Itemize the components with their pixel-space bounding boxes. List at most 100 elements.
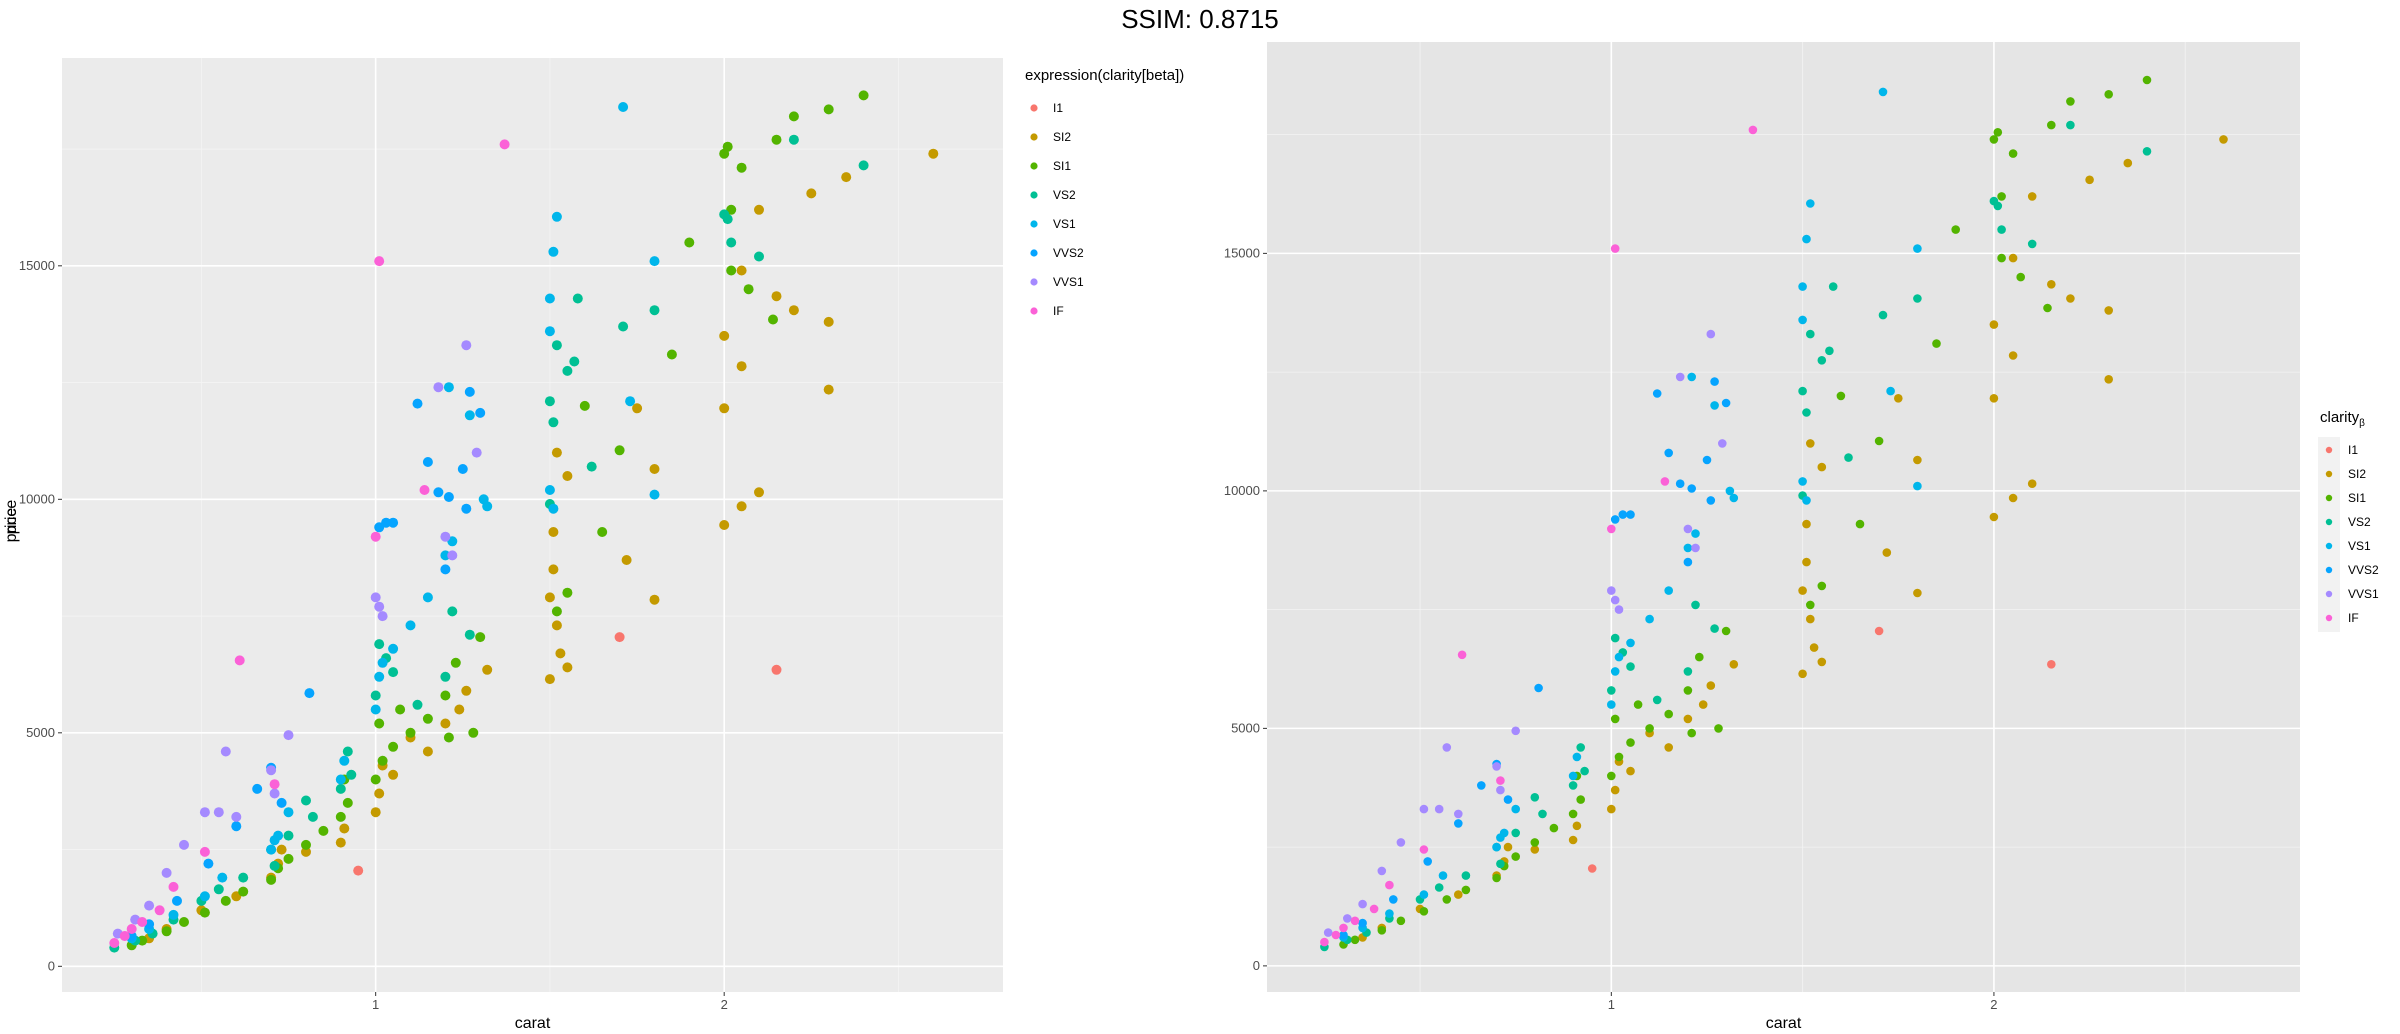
data-point-vs2 [374, 639, 385, 650]
data-point-si2 [736, 501, 747, 512]
data-point-if [1610, 244, 1620, 253]
data-point-if [370, 531, 381, 542]
data-point-vs1 [1798, 477, 1807, 486]
data-point-si2 [2008, 351, 2018, 360]
legend-label-si1: SI1 [2348, 491, 2366, 505]
data-point-if [419, 485, 430, 495]
data-point-vs1 [618, 102, 629, 112]
data-point-vs1 [1729, 493, 1739, 503]
data-point-vvs1 [1610, 595, 1620, 605]
data-point-si2 [562, 662, 573, 673]
data-point-si1 [788, 111, 799, 122]
plot-background [62, 58, 1003, 992]
data-point-vs2 [1461, 871, 1471, 880]
data-point-si1 [1951, 225, 1960, 234]
data-point-si2 [719, 403, 730, 414]
data-point-vvs2 [464, 386, 475, 397]
legend-title-text: clarity [2320, 409, 2360, 426]
data-point-if [1419, 845, 1429, 854]
data-point-si2 [1798, 669, 1807, 679]
data-point-si1 [1806, 600, 1815, 610]
data-point-si1 [1576, 795, 1585, 804]
data-point-vs1 [1886, 386, 1895, 396]
x-tick-label: 2 [1990, 997, 1997, 1012]
data-point-vs2 [1913, 294, 1922, 303]
data-point-si1 [666, 349, 677, 360]
data-point-si1 [1396, 916, 1406, 926]
data-point-si2 [719, 520, 730, 530]
data-point-si1 [388, 741, 399, 752]
data-point-si2 [771, 291, 782, 302]
data-point-vvs1 [433, 382, 444, 393]
data-point-vs1 [283, 807, 294, 818]
data-point-if [119, 931, 130, 941]
data-point-si2 [1572, 821, 1582, 831]
data-point-si1 [858, 90, 869, 101]
legend-label-i1: I1 [1053, 101, 1063, 115]
data-point-vvs1 [1396, 838, 1406, 847]
data-point-si1 [468, 727, 479, 738]
data-point-si1 [335, 811, 346, 822]
data-point-vs1 [548, 246, 559, 257]
data-point-vs2 [1652, 695, 1662, 705]
data-point-si1 [2047, 120, 2056, 130]
data-point-si2 [736, 361, 747, 372]
data-point-si2 [548, 564, 559, 575]
data-point-si1 [318, 825, 329, 836]
legend-key-if [2325, 614, 2333, 622]
data-point-si2 [562, 471, 573, 481]
x-axis-title: carat [515, 1015, 551, 1032]
data-point-vs2 [1580, 766, 1589, 776]
data-point-if [374, 256, 385, 267]
data-point-si2 [454, 704, 465, 715]
data-point-vs2 [1828, 282, 1838, 291]
data-point-vvs1 [220, 746, 231, 757]
data-point-vs1 [544, 293, 555, 304]
data-point-vs1 [1913, 244, 1922, 253]
legend-key-vvs2 [1030, 249, 1038, 257]
data-point-vs1 [1798, 282, 1807, 291]
data-point-if [109, 938, 120, 948]
data-point-si2 [928, 148, 939, 159]
data-point-vvs1 [377, 611, 388, 622]
data-point-si1 [266, 874, 277, 885]
data-point-vs1 [649, 489, 660, 500]
data-point-vvs1 [1492, 762, 1501, 771]
data-point-si2 [440, 718, 451, 729]
data-point-si1 [1633, 700, 1643, 709]
legend-key-si2 [2325, 470, 2333, 478]
data-point-si2 [1607, 804, 1616, 814]
data-point-i1 [1587, 864, 1597, 873]
data-point-vvs2 [1423, 857, 1432, 866]
data-point-vs1 [339, 755, 350, 766]
legend-key-vvs2 [2325, 566, 2333, 574]
data-point-si1 [1989, 135, 1999, 144]
data-point-if [1660, 477, 1670, 486]
data-point-vs1 [625, 396, 636, 407]
data-point-si1 [283, 853, 294, 864]
data-point-vs1 [1610, 667, 1620, 676]
data-point-si2 [461, 685, 472, 696]
data-point-vvs1 [283, 730, 294, 741]
data-point-vs1 [1802, 234, 1811, 244]
data-point-vvs1 [144, 900, 155, 911]
data-point-vs1 [374, 671, 385, 682]
data-point-vs1 [464, 410, 475, 421]
data-point-si1 [1377, 926, 1387, 935]
data-point-vs2 [388, 667, 399, 678]
x-tick-label: 1 [372, 997, 379, 1012]
data-point-si2 [649, 464, 660, 474]
data-point-si2 [276, 844, 287, 855]
data-point-vvs2 [1618, 510, 1628, 519]
data-point-si1 [301, 839, 311, 850]
data-point-vvs2 [440, 564, 451, 575]
data-point-vs2 [2142, 147, 2152, 156]
data-point-vs2 [2027, 239, 2037, 249]
legend-key-si2 [1030, 133, 1038, 141]
legend-key-si1 [2325, 494, 2333, 502]
data-point-vvs2 [1652, 389, 1662, 398]
data-point-if [1385, 880, 1394, 890]
data-point-vvs1 [1442, 743, 1452, 752]
data-point-vvs2 [1626, 510, 1635, 519]
data-point-si1 [2016, 272, 2025, 282]
